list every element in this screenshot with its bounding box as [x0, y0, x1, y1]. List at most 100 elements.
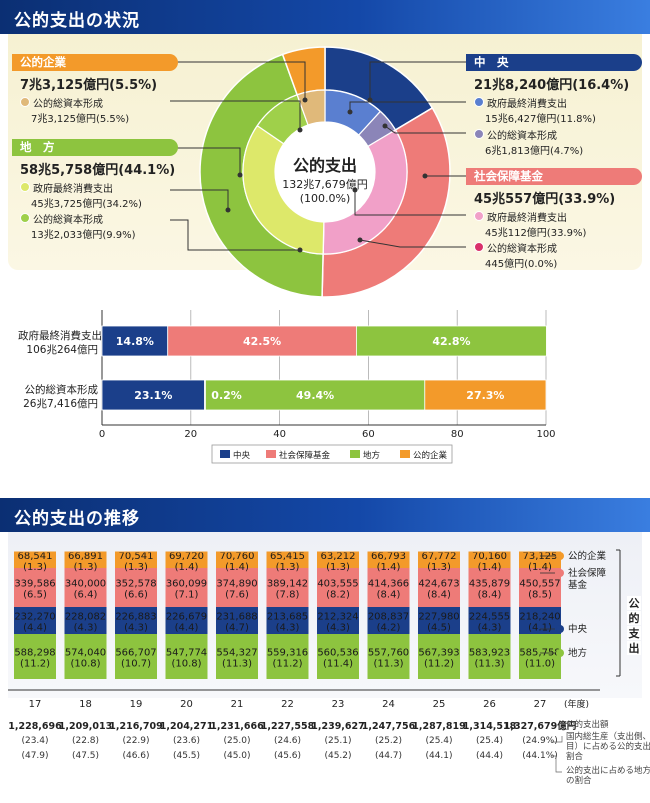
- trend-local-pct: (47.5): [72, 751, 99, 761]
- trend-bar-segment: [418, 552, 460, 568]
- trend-value-label: 559,316: [267, 648, 308, 659]
- trend-share-label: (1.3): [427, 562, 451, 573]
- leader-dot: [422, 173, 428, 179]
- hbar-row1-label-1: 政府最終消費支出: [18, 330, 102, 342]
- trend-bar-segment: [519, 568, 561, 607]
- trend-share-label: (4.2): [377, 623, 401, 634]
- trend-note-leader: [552, 755, 562, 773]
- trend-bar-segment: [317, 552, 359, 568]
- trend-bar-segment: [468, 568, 511, 607]
- central-item1-label: 政府最終消費支出: [487, 99, 567, 110]
- trend-share-label: (1.4): [478, 562, 502, 573]
- trend-value-label: 226,883: [115, 612, 156, 623]
- corp-tag: 公的企業: [12, 54, 178, 71]
- social-item1-label: 政府最終消費支出: [487, 213, 567, 224]
- trend-value-label: 218,240: [519, 612, 560, 623]
- trend-bar-segment: [317, 607, 359, 634]
- trend-gdp-pct: (25.2): [375, 736, 402, 746]
- legend-label: 地方: [363, 450, 380, 461]
- trend-share-label: (8.4): [427, 590, 451, 601]
- leader-line: [170, 189, 229, 210]
- trend-value-label: 403,555: [317, 579, 358, 590]
- hbar-segment: [424, 379, 547, 411]
- trend-gdp-pct: (25.4): [425, 736, 452, 746]
- trend-gdp-pct: (25.0): [223, 736, 250, 746]
- trend-year-label: 23: [332, 699, 345, 710]
- local-item2-val: 13兆2,033億円(9.9%): [31, 230, 136, 241]
- local-item1-label: 政府最終消費支出: [33, 184, 113, 195]
- trend-gdp-pct: (23.6): [173, 736, 200, 746]
- trend-bar-segment: [418, 634, 460, 679]
- trend-share-label: (6.5): [23, 590, 47, 601]
- legend-label: 中央: [233, 450, 251, 461]
- hbar-data-label: 49.4%: [296, 389, 334, 402]
- trend-share-label: (10.8): [171, 659, 201, 670]
- local-item1-val: 45兆3,725億円(34.2%): [31, 199, 142, 210]
- trend-note-local: の割合: [566, 775, 592, 786]
- trend-share-label: (6.4): [74, 590, 98, 601]
- trend-share-label: (10.8): [70, 659, 100, 670]
- leader-line: [384, 125, 466, 134]
- trend-total-label: 1,216,709: [109, 721, 163, 732]
- trend-note-gdp: 国内総生産（支出側、名: [566, 731, 650, 742]
- trend-share-label: (11.2): [272, 659, 302, 670]
- local-tag: 地 方: [12, 139, 178, 156]
- trend-value-label: 583,923: [469, 648, 510, 659]
- trend-share-label: (11.0): [525, 659, 555, 670]
- trend-total-label: 1,228,696: [8, 721, 62, 732]
- trend-bar-segment: [418, 607, 460, 634]
- hbar-data-label: 23.1%: [134, 389, 172, 402]
- hbar-tick-label: 60: [362, 429, 375, 440]
- trend-year-label: 25: [433, 699, 446, 710]
- trend-local-pct: (44.4): [476, 751, 503, 761]
- trend-bar-segment: [266, 634, 309, 679]
- trend-legend-label: 基金: [568, 579, 588, 591]
- trend-total-label: 1,314,518: [463, 721, 517, 732]
- trend-value-label: 374,890: [216, 579, 257, 590]
- trend-share-label: (4.3): [74, 623, 98, 634]
- trend-value-label: 67,772: [422, 551, 457, 562]
- trend-value-label: 226,679: [166, 612, 207, 623]
- trend-value-label: 450,557: [519, 579, 560, 590]
- trend-value-label: 231,688: [216, 612, 257, 623]
- trend-bar-segment: [165, 634, 208, 679]
- trend-value-label: 66,793: [371, 551, 406, 562]
- trend-value-label: 557,760: [368, 648, 409, 659]
- hbar-data-label: 27.3%: [466, 389, 504, 402]
- trend-year-label: 24: [382, 699, 395, 710]
- hbar-data-label: 14.8%: [116, 335, 154, 348]
- trend-total-label: 1,204,271: [160, 721, 214, 732]
- trend-gdp-pct: (24.6): [274, 736, 301, 746]
- trend-value-label: 424,673: [418, 579, 459, 590]
- trend-bar-segment: [115, 552, 157, 568]
- trend-legend-swatch: [556, 625, 564, 633]
- trend-bar-segment: [266, 552, 309, 568]
- section-header-trend: 公的支出の推移: [0, 498, 650, 532]
- leader-dot: [237, 172, 243, 178]
- trend-share-label: (1.3): [124, 562, 148, 573]
- trend-bar-segment: [14, 552, 56, 568]
- trend-value-label: 567,393: [418, 648, 459, 659]
- central-total: 21兆8,240億円(16.4%): [474, 78, 630, 93]
- trend-bar-segment: [14, 568, 56, 607]
- leader-line: [170, 219, 300, 251]
- trend-year-label: 20: [180, 699, 193, 710]
- trend-value-label: 389,142: [267, 579, 308, 590]
- donut-center: 公的支出 132兆7,679億円 (100.0%): [270, 152, 380, 205]
- trend-local-pct: (46.6): [122, 751, 149, 761]
- trend-year-label: 17: [29, 699, 42, 710]
- hbar-row1-label: 政府最終消費支出 106兆264億円: [18, 329, 102, 357]
- trend-total-label: 1,287,819: [412, 721, 466, 732]
- trend-value-label: 70,160: [472, 551, 507, 562]
- trend-value-label: 340,000: [65, 579, 106, 590]
- trend-share-label: (11.2): [20, 659, 50, 670]
- trend-bar-segment: [64, 552, 107, 568]
- trend-value-label: 566,707: [115, 648, 156, 659]
- trend-gdp-pct: (25.4): [476, 736, 503, 746]
- trend-legend-label: 社会保障: [568, 567, 607, 579]
- trend-bar-segment: [367, 634, 410, 679]
- trend-share-label: (11.4): [323, 659, 353, 670]
- trend-share-label: (1.4): [377, 562, 401, 573]
- trend-share-label: (7.6): [225, 590, 249, 601]
- trend-value-label: 224,555: [469, 612, 510, 623]
